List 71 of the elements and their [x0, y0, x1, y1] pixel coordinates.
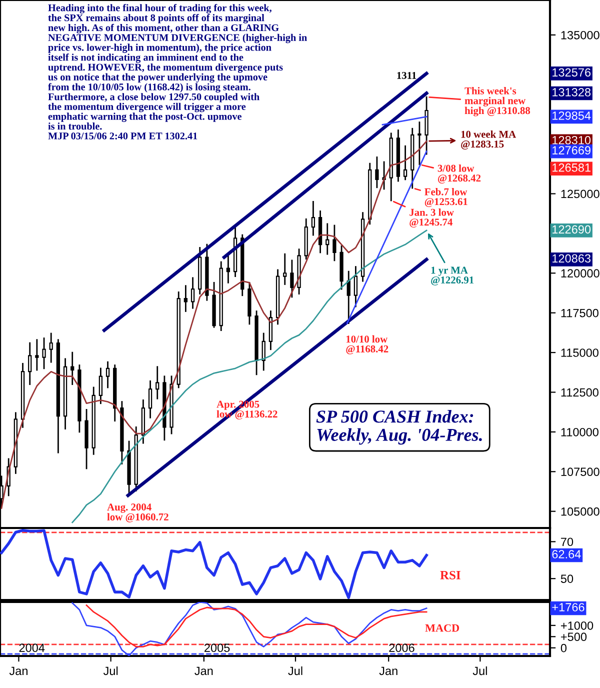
annotation: RSI: [440, 570, 460, 580]
candlestick: [283, 253, 287, 285]
candlestick: [98, 368, 103, 404]
y-tick-label: +500: [560, 632, 587, 642]
y-tick-label: 125000: [561, 190, 600, 198]
annotation: 120863: [552, 254, 591, 263]
annotation: 128310: [552, 136, 591, 144]
y-tick-label: 107500: [561, 468, 600, 476]
candlestick: [332, 224, 336, 262]
annotation: 2004: [19, 644, 45, 652]
line-series: [0, 529, 428, 599]
annotation: Feb.7 low @1253.61: [424, 188, 468, 208]
y-tick-label: +1000: [560, 621, 594, 630]
candlestick: [35, 339, 39, 371]
annotation: Aug. 2004 low @1060.72: [107, 504, 168, 522]
annotation: 131328: [552, 88, 591, 96]
candlestick: [184, 285, 188, 312]
x-tick-label: Jul: [472, 666, 487, 676]
candlestick: [403, 145, 408, 180]
annotation: 1 yr MA @1226.91: [431, 266, 474, 286]
candlestick: [49, 332, 53, 363]
text: Heading into the final hour of trading for this week, the SPX remains about 8 points off of its marginal new high. As of this moment, other than a GLARING NEGATIVE MOMENTUM DIVERGENCE (higher-high in price vs. lower-high in momentum), the price action itself is not indicating an imminent end to the uptrend. HOWEVER, the momentum divergence puts us on notice that the power underlying the upmove from the 10/10/05 low (1168.42) is losing steam. Furthermore, a close below 1297.50 coupled with the momentum divergence will trigger a more emphatic warning that the post-Oct. upmove is in trouble. MJP 03/15/06 2:40 PM ET 1302.41: [48, 4, 307, 140]
candlestick: [42, 338, 46, 370]
annotation: 132576: [552, 68, 591, 77]
y-tick-label: 120000: [561, 269, 600, 278]
candlestick: [418, 122, 422, 166]
y-tick-label: 115000: [561, 348, 598, 357]
candlestick: [346, 270, 350, 324]
candlestick: [262, 332, 266, 371]
annotation: 10 week MA @1283.15: [461, 130, 516, 150]
x-tick-label: Jul: [103, 666, 118, 676]
candlestick: [290, 260, 294, 298]
y-tick-label: 117500: [561, 308, 598, 318]
candlestick: [190, 277, 195, 309]
annotation: 126581: [552, 163, 590, 172]
annotation: 10/10 low @1168.42: [346, 335, 388, 354]
candlestick: [148, 380, 152, 418]
candlestick: [311, 200, 316, 236]
annotation: 122690: [552, 225, 591, 234]
text: SP 500 CASH Index: Weekly, Aug. '04-Pres.: [316, 410, 482, 445]
x-tick-label: Jan: [9, 666, 28, 676]
candlestick: [375, 156, 379, 188]
annotation: 127669: [552, 146, 590, 155]
annotation: 3/08 low @1268.42: [438, 164, 481, 184]
annotation: 2006: [389, 644, 414, 652]
candlestick: [70, 352, 74, 385]
y-tick-label: 110000: [561, 428, 598, 436]
candlestick: [326, 223, 330, 255]
y-tick-label: 50: [560, 574, 574, 583]
x-tick-label: Jan: [194, 666, 213, 676]
annotation: 129854: [552, 111, 591, 120]
x-tick-label: Jan: [379, 666, 398, 676]
y-tick-label: 135000: [561, 30, 600, 40]
annotation: 62.64: [552, 550, 581, 558]
y-tick-label: 105000: [561, 507, 600, 516]
annotation: Jan. 3 low @1245.74: [410, 208, 454, 228]
y-tick-label: 112500: [561, 388, 598, 397]
candlestick: [156, 366, 160, 400]
candlestick: [226, 253, 230, 284]
y-tick-label: 70: [561, 538, 574, 546]
x-tick-label: Jul: [288, 666, 302, 676]
annotation: This week's marginal new high @1310.88: [464, 87, 530, 116]
candlestick: [106, 361, 110, 388]
candlestick: [354, 266, 358, 308]
annotation: +1766: [552, 603, 584, 612]
annotation: 1311: [397, 72, 416, 79]
y-tick-label: 0: [560, 644, 567, 652]
annotation: 2005: [204, 644, 230, 652]
candlestick: [28, 342, 32, 385]
annotation: MACD: [425, 624, 460, 632]
candlestick: [268, 310, 273, 350]
